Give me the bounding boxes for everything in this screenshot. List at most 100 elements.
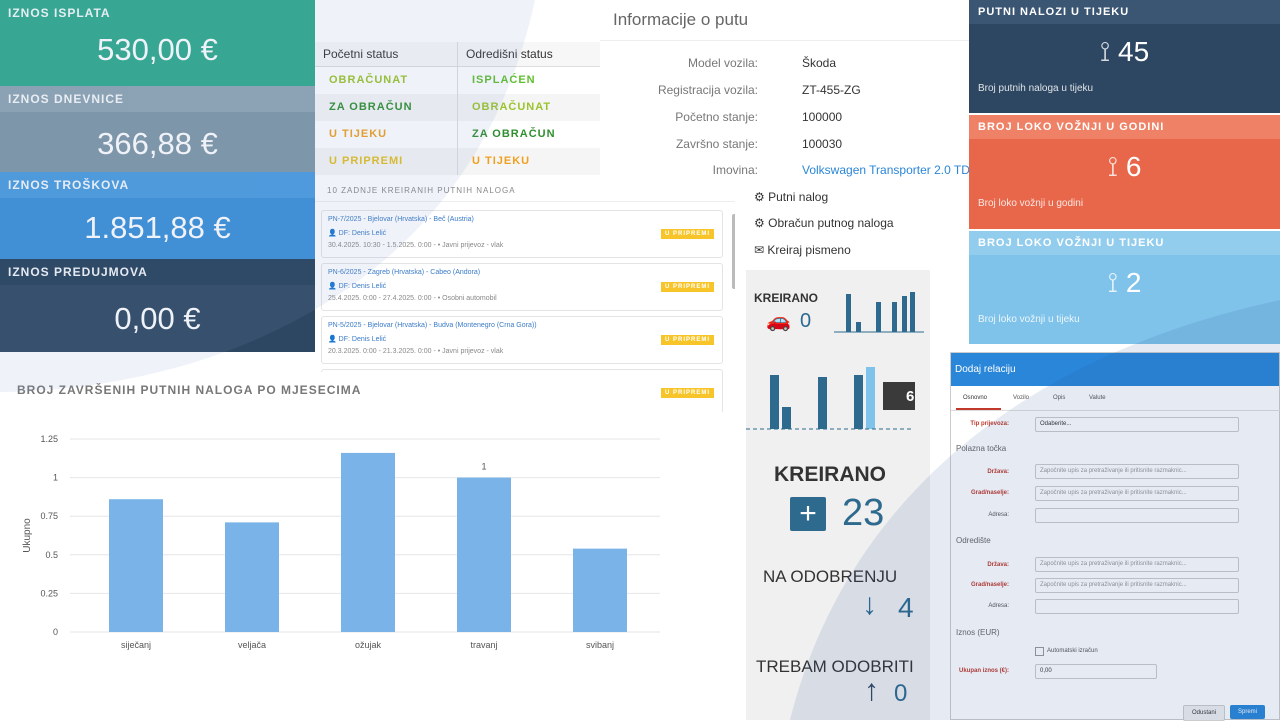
list-item[interactable]: PN-6/2025 - Zagreb (Hrvatska) - Cabeo (A…: [321, 263, 723, 311]
monthly-chart-panel: BROJ ZAVRŠENIH PUTNIH NALOGA PO MJESECIM…: [0, 372, 660, 720]
odrediste-grad-input[interactable]: Započnite upis za pretraživanje ili prit…: [1035, 578, 1239, 593]
polazna-adresa-input[interactable]: [1035, 508, 1239, 523]
section-title: Odredište: [956, 536, 991, 545]
odrediste-adresa-input[interactable]: [1035, 599, 1239, 614]
order-title[interactable]: PN-7/2025 - Bjelovar (Hrvatska) - Beč (A…: [328, 216, 474, 223]
order-dates: 25.4.2025. 0:00 - 27.4.2025. 0:00 -: [328, 295, 436, 302]
car-icon: 🚗: [766, 310, 791, 332]
save-button[interactable]: Spremi: [1230, 705, 1266, 719]
kreirano-value: 23: [842, 492, 885, 534]
kreirano-label: KREIRANO: [774, 463, 887, 486]
tile-loko-godina: BROJ LOKO VOŽNJI U GODINI ⟟ 6 Broj loko …: [969, 115, 1280, 229]
table-row: U PRIPREMI U TIJEKU: [315, 147, 600, 175]
spark-bar: [902, 296, 907, 332]
tile-subtitle: Broj loko vožnji u tijeku: [978, 314, 1080, 325]
odrediste-drzava-input[interactable]: Započnite upis za pretraživanje ili prit…: [1035, 557, 1239, 572]
order-user[interactable]: DF: Denis Lelić: [338, 283, 387, 290]
tile-value: 45: [1118, 36, 1150, 67]
action-putni-nalog[interactable]: ⚙ Putni nalog: [754, 190, 828, 204]
order-title[interactable]: PN-5/2025 - Bjelovar (Hrvatska) - Budva …: [328, 322, 537, 329]
route-icon: ⟟: [1107, 151, 1119, 182]
tile-label: IZNOS PREDUJMOVA: [0, 259, 315, 285]
tile-number: ⟟ 6: [969, 151, 1280, 184]
status-badge: U PRIPREMI: [660, 229, 714, 239]
tab-opis[interactable]: Opis: [1053, 395, 1066, 401]
field-label: Adresa:: [988, 512, 1009, 518]
chart-bar: [341, 452, 395, 632]
chart-bar: [225, 522, 279, 632]
info-value: ZT-455-ZG: [802, 83, 861, 97]
tile-label: IZNOS DNEVNICE: [0, 86, 315, 112]
y-tick-label: 1.25: [40, 434, 58, 444]
trip-info-panel: Informacije o putu Model vozila: Škoda Re…: [600, 0, 974, 185]
polazna-grad-input[interactable]: Započnite upis za pretraživanje ili prit…: [1035, 486, 1239, 501]
tile-amount: 366,88 €: [97, 126, 218, 161]
tile-amount: 0,00 €: [114, 301, 201, 336]
tip-prijevoza-select[interactable]: Odaberite...: [1035, 417, 1239, 432]
order-title[interactable]: PN-6/2025 - Zagreb (Hrvatska) - Cabeo (A…: [328, 269, 481, 276]
bar-chart: 0 0.25 0.5 0.75 1 1.25 Ukupno siječanj veljača ož…: [22, 434, 660, 650]
plus-icon[interactable]: +: [790, 497, 826, 531]
info-label: Imovina:: [712, 163, 758, 177]
x-tick-label: veljača: [238, 640, 266, 650]
tab-valute[interactable]: Valute: [1089, 395, 1106, 401]
order-user[interactable]: DF: Denis Lelić: [338, 336, 387, 343]
y-axis-label: Ukupno: [22, 518, 33, 553]
gears-icon: ⚙: [754, 190, 765, 204]
tile-amount: 1.851,88 €: [84, 210, 231, 245]
chart-bar: [457, 477, 511, 632]
tile-subtitle: Broj putnih naloga u tijeku: [978, 83, 1094, 94]
ukupan-iznos-input[interactable]: 0,00: [1035, 664, 1157, 679]
status-cell: ZA OBRAČUN: [315, 93, 458, 121]
auto-label: Automatski izračun: [1047, 648, 1098, 654]
table-row: ZA OBRAČUN OBRAČUNAT: [315, 93, 600, 121]
table-row: OBRAČUNAT ISPLAĆEN: [315, 66, 600, 94]
tile-number: ⟟ 45: [969, 36, 1280, 69]
cancel-button[interactable]: Odustani: [1183, 705, 1226, 721]
polazna-drzava-input[interactable]: Započnite upis za pretraživanje ili prit…: [1035, 464, 1239, 479]
spark-bar: [782, 407, 791, 429]
x-tick-label: ožujak: [355, 640, 382, 650]
status-table: Početni status Odredišni status OBRAČUNA…: [315, 42, 600, 175]
add-relation-dialog: Dodaj relaciju Osnovno Vozilo Opis Valut…: [950, 352, 1280, 721]
field-label: Ukupan iznos (€):: [958, 668, 1009, 674]
spark-badge: 6: [906, 388, 915, 405]
tab-vozilo[interactable]: Vozilo: [1013, 395, 1030, 401]
action-label: Kreiraj pismeno: [767, 243, 851, 257]
arrow-down-icon: ↓: [862, 588, 877, 621]
chart-bar: [109, 499, 163, 632]
spark-bar: [910, 292, 915, 332]
info-value: Škoda: [802, 56, 837, 70]
auto-checkbox[interactable]: [1035, 647, 1044, 656]
tile-value: 2: [1125, 267, 1142, 298]
spark-bar: [770, 375, 779, 429]
order-user[interactable]: DF: Denis Lelić: [338, 230, 387, 237]
info-label: Početno stanje:: [675, 110, 758, 124]
list-item[interactable]: PN-7/2025 - Bjelovar (Hrvatska) - Beč (A…: [321, 210, 723, 258]
status-cell: ISPLAĆEN: [457, 66, 600, 94]
x-tick-label: svibanj: [586, 640, 614, 650]
status-badge: U PRIPREMI: [660, 282, 714, 292]
scrollbar[interactable]: [732, 214, 735, 289]
recent-orders-header: 10 ZADNJE KREIRANIH PUTNIH NALOGA: [315, 180, 735, 202]
list-item[interactable]: PN-5/2025 - Bjelovar (Hrvatska) - Budva …: [321, 316, 723, 364]
tile-putni-nalozi-tijek: PUTNI NALOZI U TIJEKU ⟟ 45 Broj putnih n…: [969, 0, 1280, 113]
gears-icon: ⚙: [754, 216, 765, 230]
y-tick-label: 0.5: [45, 550, 58, 560]
tile-label: PUTNI NALOZI U TIJEKU: [969, 0, 1280, 24]
table-row: U TIJEKU ZA OBRAČUN: [315, 120, 600, 148]
asset-link[interactable]: Volkswagen Transporter 2.0 TDI: [802, 163, 974, 177]
spark-bar: [866, 367, 875, 429]
x-tick-label: travanj: [470, 640, 497, 650]
trip-info-title: Informacije o putu: [600, 0, 970, 41]
status-cell: OBRAČUNAT: [457, 93, 600, 121]
field-label: Tip prijevoza:: [970, 421, 1009, 427]
action-kreiraj-pismeno[interactable]: ✉ Kreiraj pismeno: [754, 243, 851, 257]
tab-osnovno[interactable]: Osnovno: [963, 395, 988, 401]
info-label: Model vozila:: [687, 56, 758, 70]
stats-column: KREIRANO 🚗 0 6 KREIRANO + 23 NA ODOBRENJ…: [746, 270, 930, 720]
tile-dnevnice: IZNOS DNEVNICE 366,88 €: [0, 86, 315, 172]
data-label: 1: [481, 462, 486, 472]
action-obracun[interactable]: ⚙ Obračun putnog naloga: [754, 216, 894, 230]
tile-label: BROJ LOKO VOŽNJI U TIJEKU: [969, 231, 1280, 255]
